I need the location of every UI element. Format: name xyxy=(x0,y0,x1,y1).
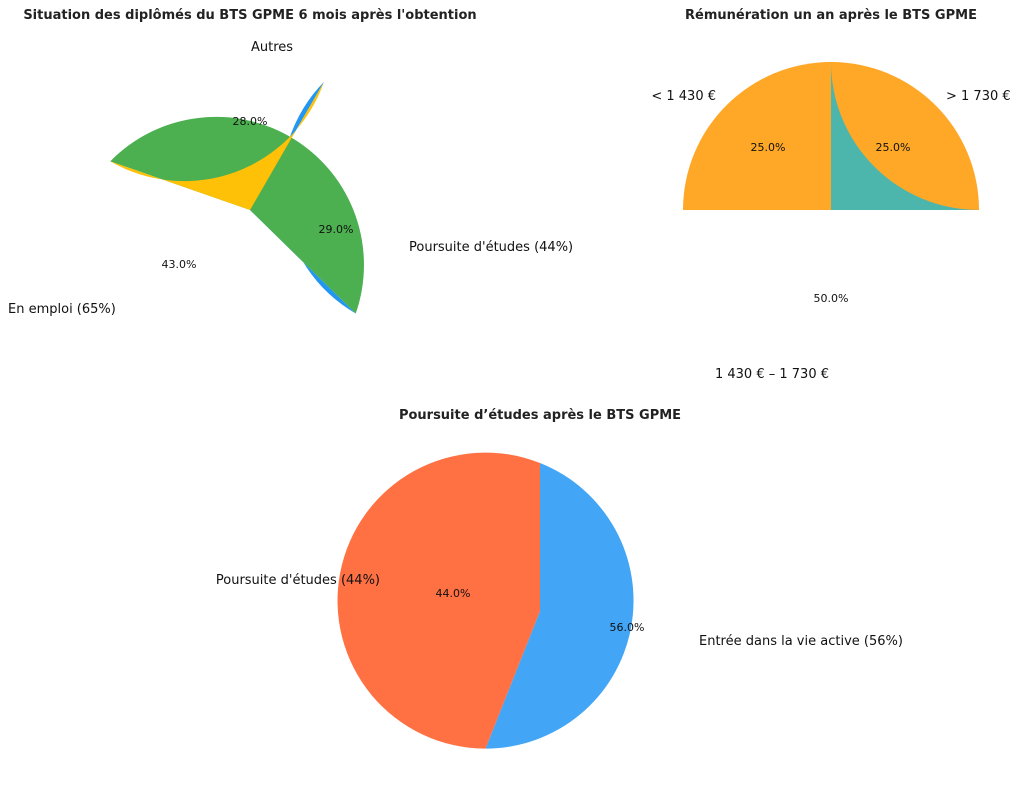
slice-label-autres: Autres xyxy=(251,40,293,55)
pie-slice-2-0 xyxy=(485,463,634,749)
pct-label-low: 25.0% xyxy=(751,141,786,154)
pct-label-mid: 50.0% xyxy=(814,292,849,305)
chart-title-situation: Situation des diplômés du BTS GPME 6 moi… xyxy=(23,8,476,23)
pie-slice-1-2 xyxy=(831,62,979,210)
pie-situation xyxy=(110,81,364,314)
pct-label-autres: 28.0% xyxy=(233,115,268,128)
pie-poursuite xyxy=(337,452,634,749)
slice-label-etudes: Poursuite d'études (44%) xyxy=(216,573,380,588)
pct-label-vie-active: 56.0% xyxy=(610,621,645,634)
slice-label-low: < 1 430 € xyxy=(651,89,716,104)
pie-slice-0-1 xyxy=(110,116,364,314)
pie-slice-2-1 xyxy=(337,452,540,749)
pct-label-etudes: 44.0% xyxy=(436,587,471,600)
pct-label-poursuite: 29.0% xyxy=(319,223,354,236)
slice-label-vie-active: Entrée dans la vie active (56%) xyxy=(699,634,903,649)
pie-remuneration xyxy=(683,62,979,210)
slice-label-poursuite: Poursuite d'études (44%) xyxy=(409,240,573,255)
chart-title-poursuite: Poursuite d’études après le BTS GPME xyxy=(399,408,681,423)
chart-title-remuneration: Rémunération un an après le BTS GPME xyxy=(685,8,977,23)
slice-label-emploi: En emploi (65%) xyxy=(8,302,116,317)
chart-poursuite: Poursuite d’études après le BTS GPME 44.… xyxy=(216,408,903,749)
slice-label-mid: 1 430 € – 1 730 € xyxy=(715,367,829,382)
pct-label-emploi: 43.0% xyxy=(162,258,197,271)
slice-label-high: > 1 730 € xyxy=(946,89,1011,104)
pct-label-high: 25.0% xyxy=(876,141,911,154)
pie-slice-0-2 xyxy=(110,81,324,210)
chart-remuneration: Rémunération un an après le BTS GPME 25.… xyxy=(651,8,1010,382)
chart-situation: Situation des diplômés du BTS GPME 6 moi… xyxy=(8,8,573,317)
